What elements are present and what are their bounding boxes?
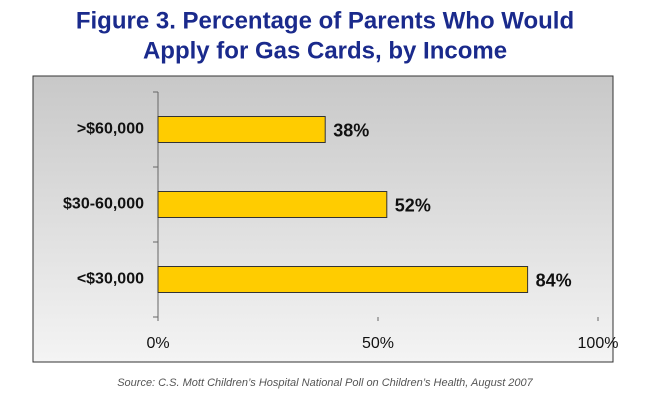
bar [157,116,326,143]
y-tick-label: >$60,000 [77,121,144,138]
x-tick-label: 50% [362,335,394,352]
source-note: Source: C.S. Mott Children’s Hospital Na… [117,377,533,389]
y-tick-label: <$30,000 [77,271,144,288]
y-tick-label: $30-60,000 [63,196,144,213]
bar [157,266,529,293]
chart-title: Apply for Gas Cards, by Income [143,37,507,64]
value-label: 52% [395,195,431,215]
bar [157,191,388,218]
x-tick-label: 100% [578,335,619,352]
value-label: 38% [333,120,369,140]
value-label: 84% [536,270,572,290]
chart-title: Figure 3. Percentage of Parents Who Woul… [76,7,574,34]
x-tick-label: 0% [146,335,169,352]
